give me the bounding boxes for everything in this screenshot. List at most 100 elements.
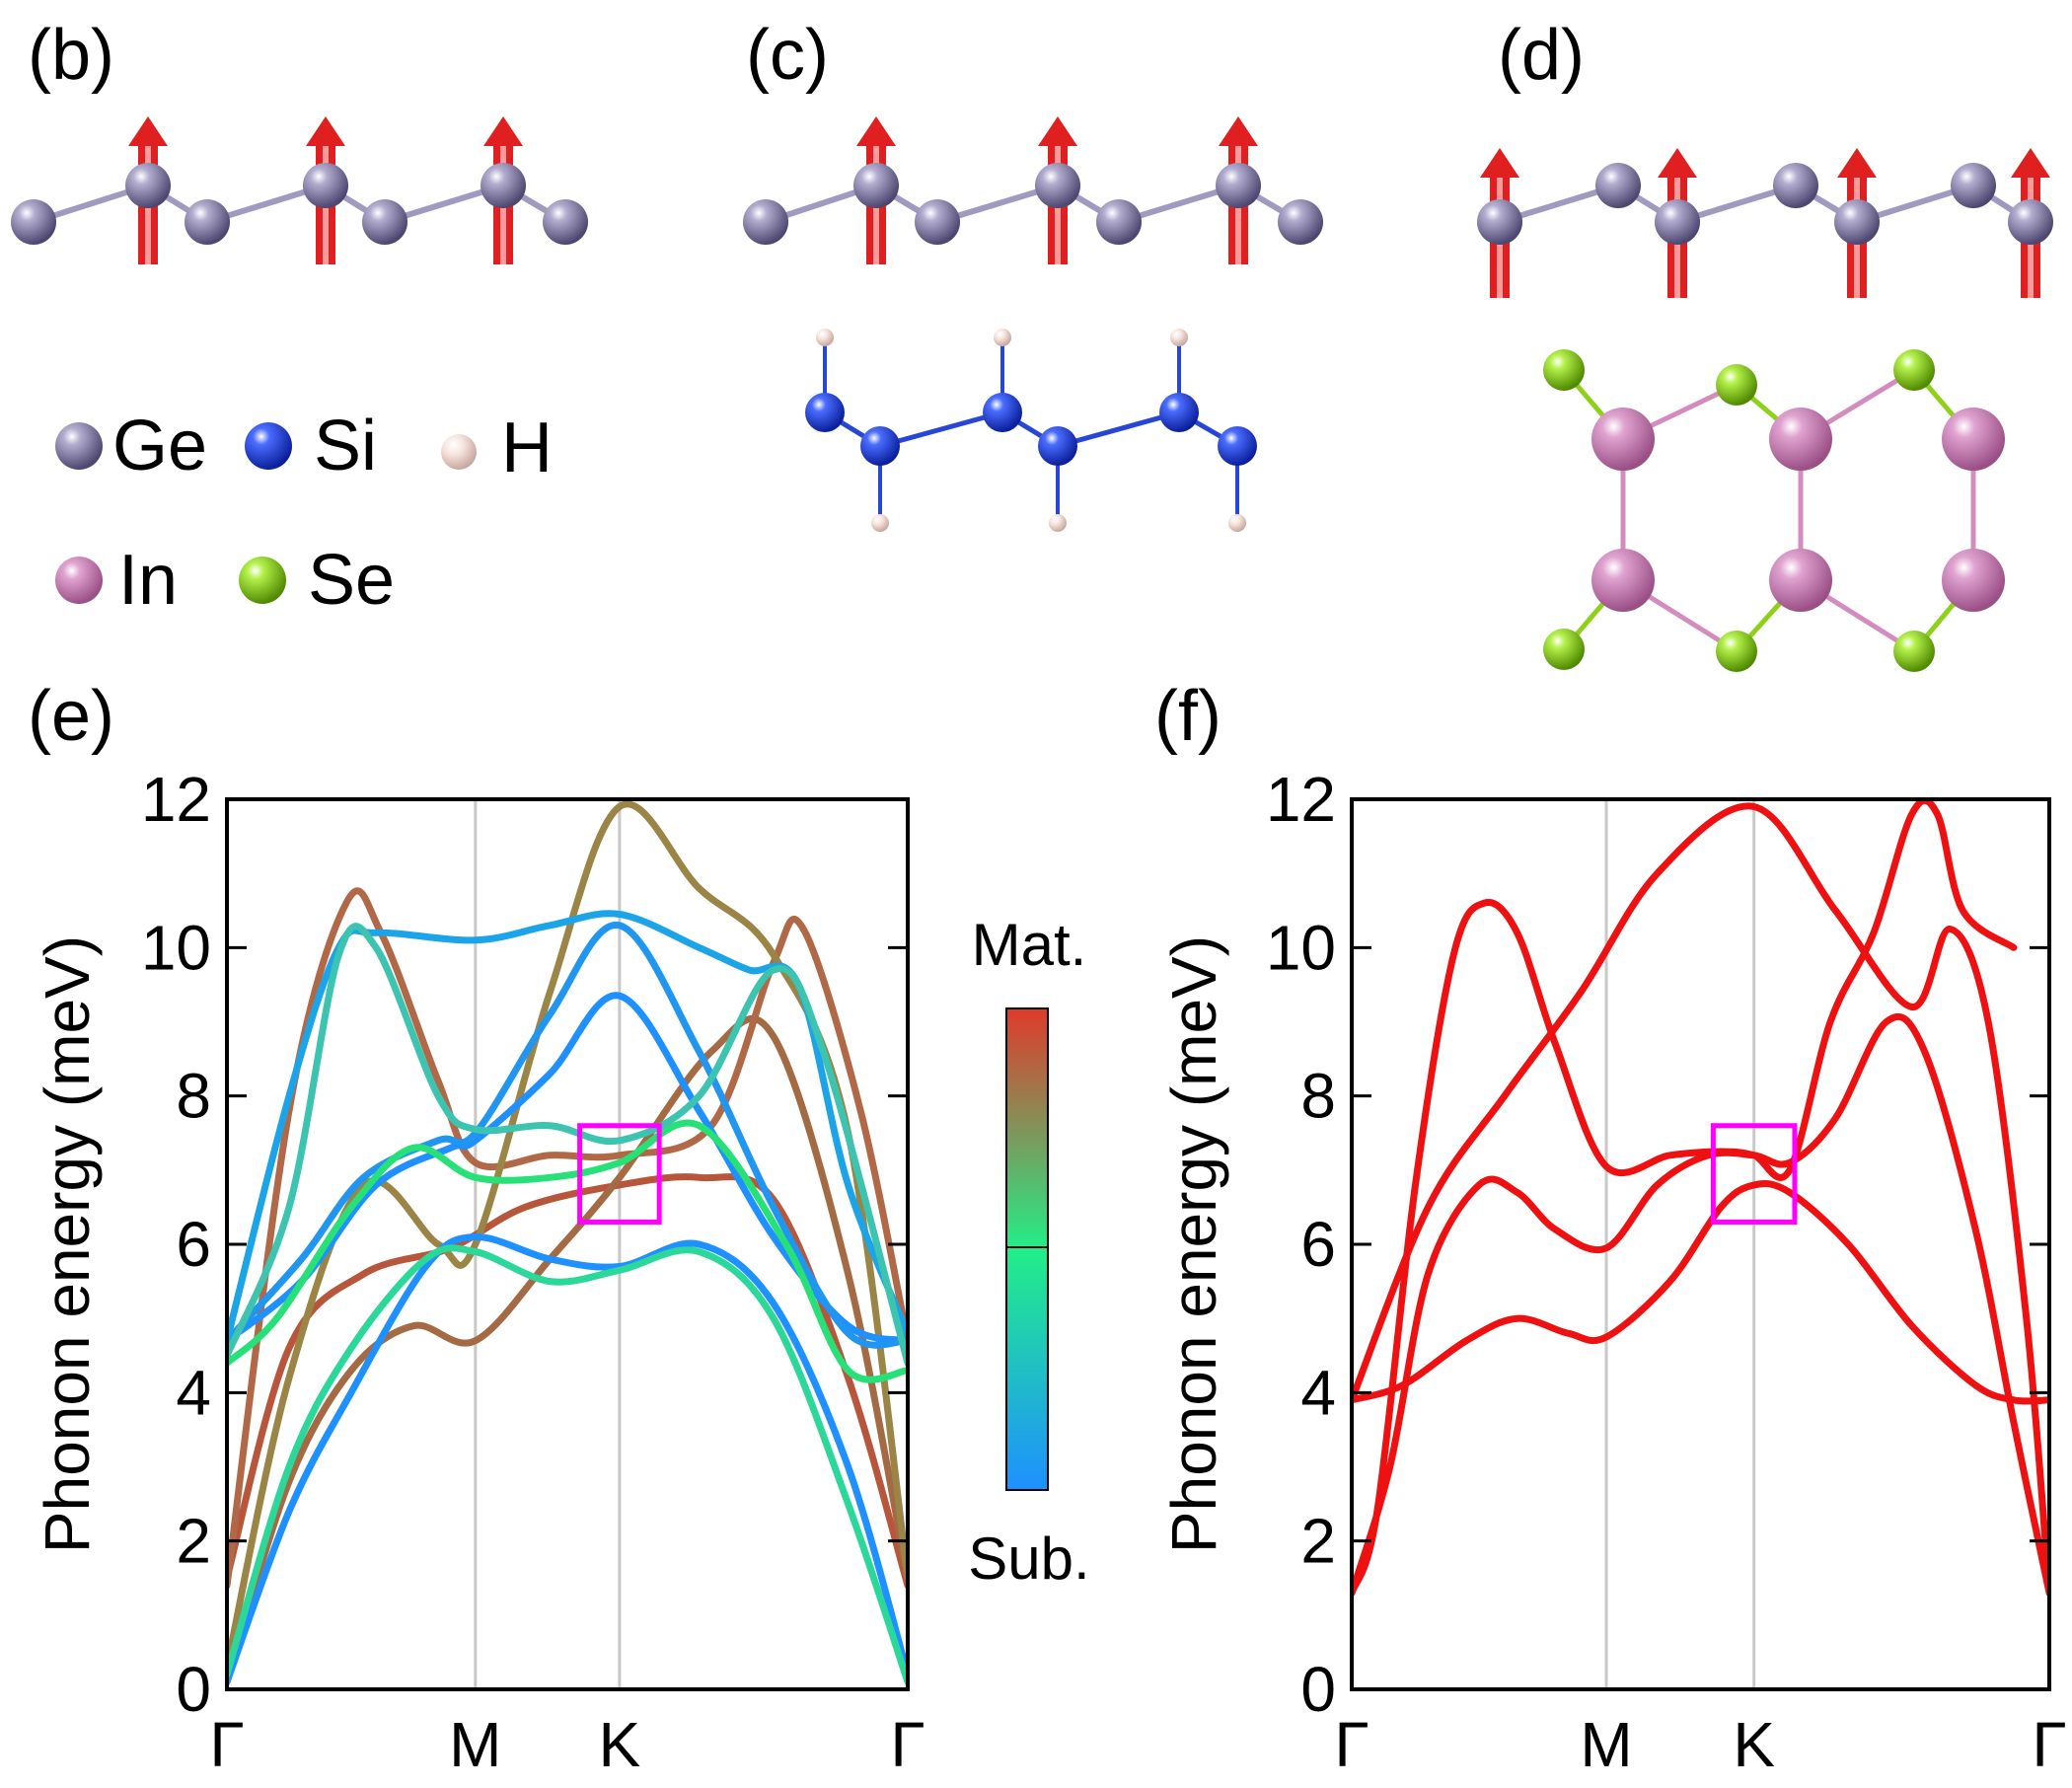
legend-ge-label: Ge	[112, 407, 207, 485]
se-atom	[1893, 349, 1935, 391]
f-xtick-label-3: Γ	[2032, 1709, 2066, 1780]
colorbar-top-label: Mat.	[972, 912, 1087, 978]
legend-ge-icon	[55, 422, 103, 470]
in-atom	[1769, 408, 1832, 471]
chart-f: 0 2 4 6 8 10 12 Γ M K Γ Phonon energy (meV)	[1158, 764, 2067, 1780]
legend-se-label: Se	[308, 541, 395, 620]
ge-atom	[1278, 199, 1323, 245]
ge-atom	[362, 199, 407, 245]
e-series-6	[227, 922, 908, 1349]
h-atom	[1228, 514, 1246, 532]
structure-d	[1477, 148, 2053, 672]
f-ytick-label-6: 12	[1266, 764, 1336, 835]
f-ytick-label-2: 4	[1300, 1357, 1336, 1428]
e-series-10	[227, 1119, 908, 1383]
ge-atom	[1951, 163, 1996, 208]
si-bond	[877, 410, 1005, 449]
f-xtick-label-1: M	[1580, 1709, 1632, 1780]
si-atom	[1218, 426, 1257, 466]
panel-label-c: (c)	[746, 16, 829, 95]
f-ytick-label-4: 8	[1300, 1061, 1336, 1132]
chart-f-ylabel: Phonon energy (meV)	[1158, 935, 1229, 1553]
legend-si-label: Si	[314, 407, 377, 485]
legend-h-label: H	[501, 409, 553, 487]
se-atom	[1716, 364, 1757, 406]
e-xtick-label-1: M	[449, 1709, 501, 1780]
atom-legend: Ge Si H In Se	[55, 407, 553, 620]
ge-atom	[481, 163, 526, 208]
colorbar: Mat. Sub.	[968, 912, 1089, 1592]
ge-atom	[1216, 163, 1261, 208]
chart-f-highlight-box	[1710, 1123, 1798, 1225]
ge-atom	[543, 199, 588, 245]
si-atom	[860, 426, 900, 466]
si-atom	[805, 393, 845, 432]
se-atom	[1716, 631, 1757, 672]
ge-atom	[1035, 163, 1080, 208]
ge-atom	[915, 199, 960, 245]
legend-in-label: In	[118, 541, 178, 620]
ge-atom	[743, 199, 788, 245]
in-atom	[1769, 549, 1832, 612]
h-atom	[871, 514, 889, 532]
e-xtick-label-0: Γ	[209, 1709, 244, 1780]
e-ytick-label-1: 2	[176, 1506, 211, 1577]
e-xtick-label-3: Γ	[890, 1709, 925, 1780]
panel-label-b: (b)	[28, 16, 114, 95]
arrow-head	[856, 116, 896, 146]
arrow-head	[1658, 148, 1697, 178]
e-series-2	[227, 1014, 908, 1685]
chart-e-highlight-box	[577, 1123, 662, 1225]
si-bond	[1055, 410, 1182, 449]
ge-atom	[1834, 199, 1880, 245]
ge-atom	[125, 163, 171, 208]
arrow-head	[483, 116, 523, 146]
si-atom	[1038, 426, 1077, 466]
legend-se-icon	[239, 557, 286, 604]
colorbar-bottom-label: Sub.	[968, 1526, 1089, 1592]
panel-label-f: (f)	[1154, 677, 1221, 756]
h-atom	[816, 329, 834, 346]
e-xtick-label-2: K	[599, 1709, 641, 1780]
e-ytick-label-2: 4	[176, 1357, 211, 1428]
f-series-4	[1352, 802, 2049, 1597]
e-ytick-label-3: 6	[176, 1209, 211, 1280]
panel-label-e: (e)	[28, 677, 114, 756]
f-series-2	[1352, 1012, 2049, 1597]
ge-atom	[303, 163, 348, 208]
in-atom	[1591, 408, 1655, 471]
ge-atom	[1595, 163, 1641, 208]
ge-atom	[1096, 199, 1142, 245]
e-series-9	[227, 1244, 908, 1685]
arrow-head	[1480, 148, 1519, 178]
e-series-8	[227, 1232, 908, 1685]
se-atom	[1543, 349, 1585, 391]
f-xtick-label-0: Γ	[1334, 1709, 1369, 1780]
f-ytick-label-1: 2	[1300, 1506, 1336, 1577]
si-atom	[1159, 393, 1199, 432]
chart-e-ylabel: Phonon energy (meV)	[32, 935, 103, 1553]
structure-b	[11, 116, 588, 264]
in-atom	[1942, 408, 2005, 471]
f-series-3	[1352, 799, 2018, 1597]
ge-atom	[853, 163, 899, 208]
arrow-head	[306, 116, 345, 146]
arrow-head	[1219, 116, 1258, 146]
e-ytick-label-5: 10	[141, 912, 211, 983]
f-series-1	[1352, 1180, 2049, 1405]
ge-atom	[1773, 163, 1818, 208]
colorbar-gradient	[1005, 1007, 1049, 1491]
arrow-head	[128, 116, 168, 146]
arrow-head	[1038, 116, 1077, 146]
se-atom	[1893, 631, 1935, 672]
ge-atom	[2008, 199, 2053, 245]
e-ytick-label-4: 8	[176, 1061, 211, 1132]
e-ytick-label-6: 12	[141, 764, 211, 835]
e-series-11	[227, 923, 908, 1367]
e-series-7	[227, 910, 908, 1345]
legend-h-icon	[441, 434, 477, 470]
in-atom	[1591, 549, 1655, 612]
legend-in-icon	[55, 557, 103, 604]
se-atom	[1543, 629, 1585, 670]
